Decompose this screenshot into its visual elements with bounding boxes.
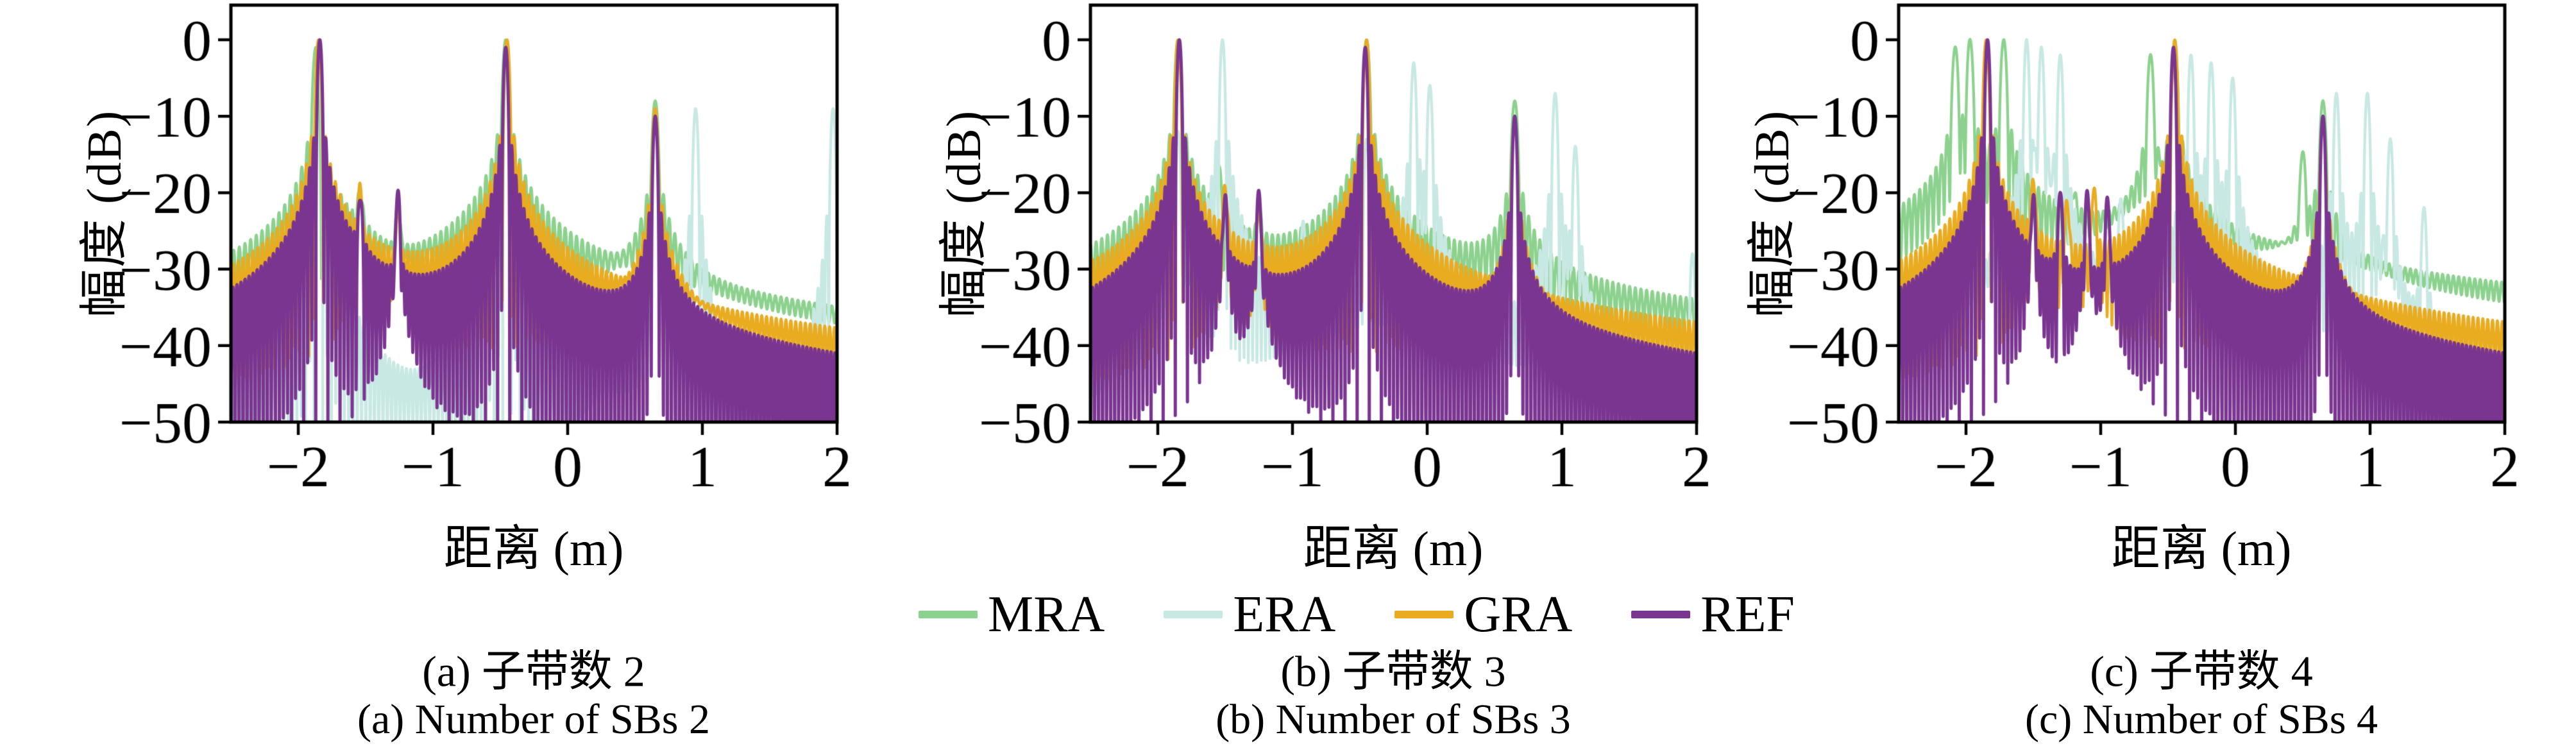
subplot-a-x-axis-label: 距离 (m) xyxy=(443,522,624,576)
subplot-a-caption-en: (a) Number of SBs 2 xyxy=(357,696,710,743)
subplot-b-y-axis-label: 幅度 (dB) xyxy=(937,109,991,318)
legend-item-gra: GRA xyxy=(1394,589,1572,640)
legend-label-era: ERA xyxy=(1233,586,1336,643)
subplot-b-x-axis-label: 距离 (m) xyxy=(1303,522,1484,576)
mra-line-swatch-icon xyxy=(919,611,978,618)
range-profile-plots-canvas xyxy=(0,0,2576,507)
legend-label-gra: GRA xyxy=(1464,586,1573,643)
legend: MRA ERA GRA REF xyxy=(919,589,1795,640)
legend-label-mra: MRA xyxy=(988,586,1105,643)
subplot-a-caption-zh: (a) 子带数 2 xyxy=(422,647,645,696)
subplot-c-y-axis-label: 幅度 (dB) xyxy=(1745,109,1799,318)
legend-item-ref: REF xyxy=(1631,589,1795,640)
legend-item-mra: MRA xyxy=(919,589,1105,640)
legend-label-ref: REF xyxy=(1700,586,1795,643)
subplot-b-caption-en: (b) Number of SBs 3 xyxy=(1216,696,1571,743)
subplot-c-caption-zh: (c) 子带数 4 xyxy=(2090,647,2313,696)
subplot-c-x-axis-label: 距离 (m) xyxy=(2111,522,2292,576)
subplot-a-y-axis-label: 幅度 (dB) xyxy=(78,109,131,318)
ref-line-swatch-icon xyxy=(1631,611,1691,618)
subplot-b-caption-zh: (b) 子带数 3 xyxy=(1280,647,1506,696)
gra-line-swatch-icon xyxy=(1394,611,1454,618)
era-line-swatch-icon xyxy=(1164,611,1223,618)
legend-item-era: ERA xyxy=(1164,589,1335,640)
subplot-c-caption-en: (c) Number of SBs 4 xyxy=(2025,696,2378,743)
